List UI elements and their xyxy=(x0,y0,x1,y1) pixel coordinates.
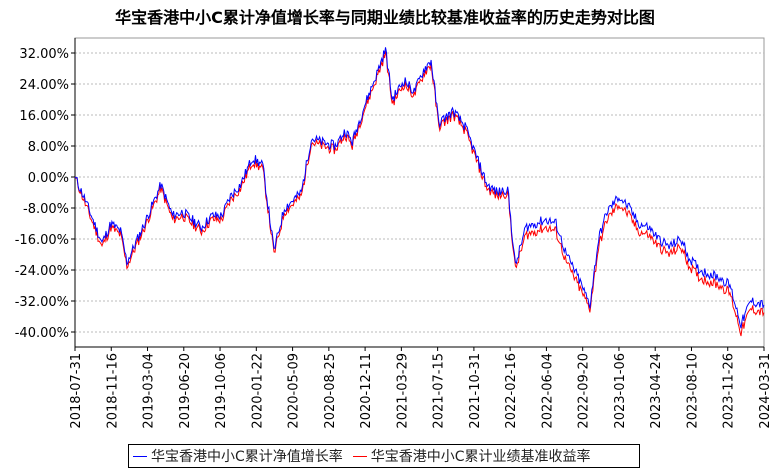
legend: 华宝香港中小C累计净值增长率 华宝香港中小C累计业绩基准收益率 xyxy=(128,444,640,468)
x-tick-label: 2020-01-22 xyxy=(250,353,265,429)
y-tick-label: 16.00% xyxy=(19,109,69,124)
x-tick-label: 2019-03-04 xyxy=(142,353,157,429)
x-tick-label: 2020-12-11 xyxy=(359,353,374,429)
legend-swatch-nav xyxy=(133,455,147,457)
x-tick-label: 2022-09-20 xyxy=(577,353,592,429)
y-tick-label: -8.00% xyxy=(23,202,69,217)
x-tick-label: 2024-03-31 xyxy=(758,353,770,429)
x-tick-label: 2021-10-31 xyxy=(468,353,483,429)
x-tick-label: 2023-08-10 xyxy=(685,353,700,429)
x-tick-label: 2018-07-31 xyxy=(69,353,84,429)
x-tick-label: 2023-01-06 xyxy=(613,353,628,429)
x-tick-label: 2019-10-06 xyxy=(214,353,229,429)
x-tick-label: 2022-06-04 xyxy=(540,353,555,429)
y-tick-label: -40.00% xyxy=(15,326,69,341)
x-tick-label: 2023-04-24 xyxy=(649,353,664,429)
chart-title: 华宝香港中小C累计净值增长率与同期业绩比较基准收益率的历史走势对比图 xyxy=(115,8,655,27)
legend-label-nav: 华宝香港中小C累计净值增长率 xyxy=(151,449,343,465)
x-tick-label: 2019-06-20 xyxy=(178,353,193,429)
y-tick-label: 8.00% xyxy=(28,140,69,155)
series-line-0 xyxy=(74,47,765,329)
legend-label-benchmark: 华宝香港中小C累计业绩基准收益率 xyxy=(370,449,591,465)
x-tick-label: 2023-11-26 xyxy=(722,353,737,429)
x-tick-label: 2020-08-25 xyxy=(323,353,338,429)
y-tick-label: -24.00% xyxy=(15,264,69,279)
x-tick-label: 2018-11-16 xyxy=(105,353,120,429)
y-tick-label: 32.00% xyxy=(19,47,69,62)
x-tick-label: 2022-02-16 xyxy=(504,353,519,429)
x-tick-label: 2020-05-09 xyxy=(287,353,302,429)
legend-swatch-benchmark xyxy=(352,455,367,457)
y-tick-label: 0.00% xyxy=(28,171,69,186)
y-tick-label: 24.00% xyxy=(19,78,69,93)
x-tick-label: 2021-03-29 xyxy=(395,353,410,429)
x-tick-label: 2021-07-15 xyxy=(432,353,447,429)
y-tick-label: -16.00% xyxy=(15,233,69,248)
series-line-1 xyxy=(74,51,765,337)
y-tick-label: -32.00% xyxy=(15,295,69,310)
